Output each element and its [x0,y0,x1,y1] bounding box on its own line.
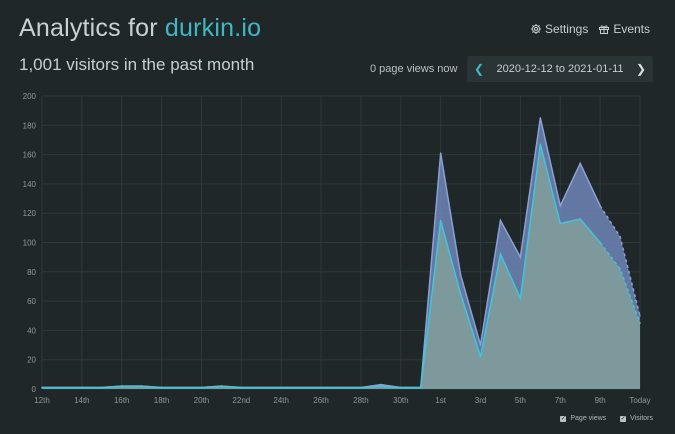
x-tick-label: 5th [515,396,526,405]
data-point-visitors [340,386,342,389]
data-point-page-views [459,273,462,276]
y-tick-label: 160 [23,151,37,160]
y-tick-label: 80 [27,268,36,277]
data-point-page-views [519,256,522,258]
chart-areas [41,117,641,389]
data-point-page-views [479,344,482,346]
y-tick-label: 180 [23,121,37,130]
y-tick-label: 0 [32,385,37,394]
chart-axes: 0 20 40 60 80 100 120 140 160 180 200 12th 14th 16th 1… [23,92,651,405]
data-point-visitors [599,241,601,244]
data-point-visitors [300,386,302,389]
top-actions: Settings Events [530,22,650,36]
data-point-visitors [260,386,263,389]
y-tick-label: 40 [27,326,36,335]
series-area-visitors [42,144,640,389]
x-tick-label: 20th [194,396,210,405]
gift-icon [599,25,610,34]
data-point-page-views [579,162,581,165]
live-page-views: 0 page views now [370,63,458,75]
settings-label: Settings [544,22,589,36]
data-point-visitors [539,143,542,146]
data-point-visitors [419,386,422,389]
legend-visitors-label: Visitors [630,415,653,422]
data-point-visitors [579,218,581,220]
data-point-visitors [220,385,223,387]
legend-visitors[interactable]: ✓ Visitors [620,415,653,422]
data-point-visitors [639,322,641,324]
data-point-visitors [101,386,103,389]
data-point-visitors [81,386,83,389]
chart-legend: ✓ Page views ✓ Visitors [560,415,653,422]
data-point-visitors [61,386,63,389]
x-tick-label: 3rd [475,396,487,405]
x-tick-label: 16th [114,396,130,405]
x-tick-label: 28th [353,396,369,405]
data-point-visitors [160,386,163,389]
y-tick-label: 140 [23,180,37,189]
data-point-visitors [479,355,482,358]
data-point-visitors [41,386,43,389]
date-range-text[interactable]: 2020-12-12 to 2021-01-11 [496,63,624,75]
data-point-page-views [380,383,382,386]
x-tick-label: 9th [595,396,606,405]
checkbox-icon: ✓ [560,415,567,422]
page-title: Analytics for durkin.io [19,14,261,43]
date-range-picker: ❮ 2020-12-12 to 2021-01-11 ❯ [467,56,653,82]
data-point-visitors [360,386,362,389]
x-tick-label: 1st [435,396,446,405]
events-link[interactable]: Events [598,22,650,36]
data-point-visitors [619,268,621,270]
y-tick-label: 20 [27,356,36,365]
y-tick-label: 120 [23,209,37,218]
data-point-visitors [439,219,442,222]
title-prefix: Analytics for [19,14,165,42]
x-tick-label: 24th [273,396,289,405]
x-tick-label: 12th [34,396,50,405]
data-point-visitors [180,386,183,389]
x-tick-label: 22nd [232,396,250,405]
checkbox-icon: ✓ [620,415,627,422]
data-point-page-views [439,152,442,154]
data-point-page-views [619,235,621,238]
settings-link[interactable]: Settings [530,22,588,36]
gear-icon [530,24,541,34]
data-point-page-views [539,117,542,119]
x-tick-label: 14th [74,396,90,405]
x-tick-label: 30th [393,396,409,405]
data-point-visitors [400,386,402,389]
events-label: Events [613,22,650,36]
x-tick-label: 7th [555,396,566,405]
x-tick-label: 18th [154,396,170,405]
analytics-chart: 0 20 40 60 80 100 120 140 160 180 200 12th 14th 16th 1… [23,92,651,405]
visitor-summary: 1,001 visitors in the past month [19,55,255,74]
y-tick-label: 100 [23,239,37,248]
site-name[interactable]: durkin.io [164,14,262,42]
data-point-visitors [380,385,382,387]
data-point-page-views [559,205,562,207]
data-point-visitors [459,292,462,295]
data-point-visitors [240,386,243,389]
data-point-visitors [140,385,143,387]
legend-page-views[interactable]: ✓ Page views [560,415,606,422]
x-tick-label: 26th [313,396,329,405]
data-point-visitors [320,386,322,389]
data-point-visitors [559,222,562,225]
data-point-visitors [200,386,203,389]
data-point-page-views [599,205,601,207]
data-point-visitors [519,297,522,299]
legend-page-views-label: Page views [570,415,607,422]
data-point-visitors [280,386,283,389]
chevron-right-icon[interactable]: ❯ [635,62,647,76]
x-tick-label: Today [629,396,650,405]
data-point-page-views [499,219,502,222]
y-tick-label: 60 [27,297,36,306]
y-tick-label: 200 [23,92,37,101]
data-point-page-views [639,314,641,317]
data-point-visitors [499,253,502,256]
data-point-visitors [120,385,123,387]
chevron-left-icon[interactable]: ❮ [473,62,485,76]
